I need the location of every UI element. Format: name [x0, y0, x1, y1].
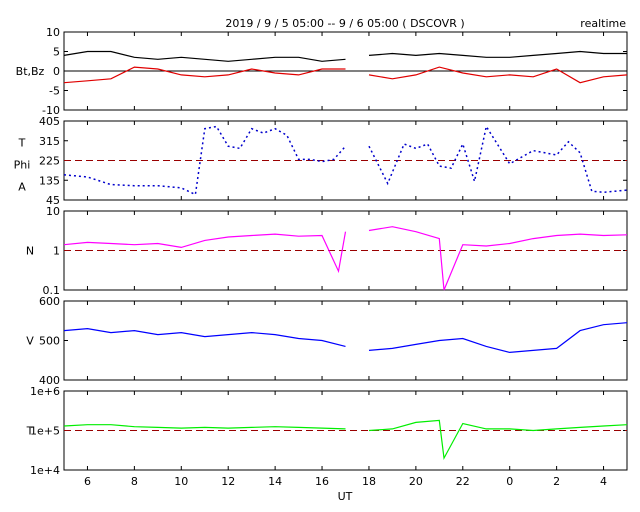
x-tick-label: 2 [553, 475, 560, 488]
realtime-label: realtime [580, 17, 626, 30]
chart-title: 2019 / 9 / 5 05:00 -- 9 / 6 05:00 ( DSCO… [225, 17, 464, 30]
x-tick-label: 22 [456, 475, 470, 488]
panel-frame-v [63, 300, 628, 381]
y-tick-label-phi: 45 [46, 194, 60, 207]
panel-label-phi: Phi [14, 159, 31, 172]
x-tick-label: 20 [409, 475, 423, 488]
x-tick-label: 8 [131, 475, 138, 488]
x-tick-label: 4 [600, 475, 607, 488]
series-line-t-0 [63, 424, 346, 430]
series-line-bt-0 [63, 50, 346, 62]
panel-label-t: T [26, 425, 34, 438]
series-line-t-1 [368, 419, 628, 461]
y-tick-label-t: 1e+4 [30, 464, 60, 477]
y-tick-label-n: 1 [53, 245, 60, 258]
panel-label-phi: T [18, 137, 26, 150]
y-tick-label-mag: -10 [42, 104, 60, 117]
x-tick-label: 0 [506, 475, 513, 488]
y-tick-label-t: 1e+6 [30, 385, 60, 398]
series-line-v-1 [368, 322, 628, 354]
y-tick-label-phi: 135 [39, 174, 60, 187]
y-tick-label-v: 400 [39, 374, 60, 387]
x-tick-label: 16 [315, 475, 329, 488]
y-tick-label-n: 10 [46, 205, 60, 218]
series-line-phi-0 [63, 125, 347, 196]
y-tick-label-v: 500 [39, 335, 60, 348]
series-line-phi-1 [368, 124, 628, 194]
series-line-bz-1 [368, 66, 628, 84]
y-tick-label-phi: 315 [39, 135, 60, 148]
x-tick-label: 10 [174, 475, 188, 488]
y-tick-label-n: 0.1 [43, 284, 61, 297]
series-line-bt-1 [368, 50, 627, 58]
panel-label-mag: Bt,Bz [16, 65, 45, 78]
y-tick-label-phi: 405 [39, 115, 60, 128]
y-tick-label-mag: 10 [46, 26, 60, 39]
panel-label-n: N [26, 245, 34, 258]
panel-label-phi: A [18, 181, 26, 194]
panel-label-v: V [26, 335, 34, 348]
series-line-v-0 [63, 327, 346, 347]
y-tick-label-mag: 0 [53, 65, 60, 78]
series-line-bz-0 [63, 66, 346, 84]
x-tick-label: 18 [362, 475, 376, 488]
x-axis-label: UT [338, 490, 353, 503]
series-line-n-1 [368, 226, 628, 291]
y-tick-label-t: 1e+5 [30, 425, 60, 438]
y-tick-label-mag: 5 [53, 46, 60, 59]
x-tick-label: 12 [221, 475, 235, 488]
y-tick-label-v: 600 [39, 295, 60, 308]
x-tick-label: 6 [84, 475, 91, 488]
y-tick-label-phi: 225 [39, 155, 60, 168]
series-line-n-0 [63, 231, 347, 274]
y-tick-label-mag: -5 [49, 85, 60, 98]
x-tick-label: 14 [268, 475, 282, 488]
